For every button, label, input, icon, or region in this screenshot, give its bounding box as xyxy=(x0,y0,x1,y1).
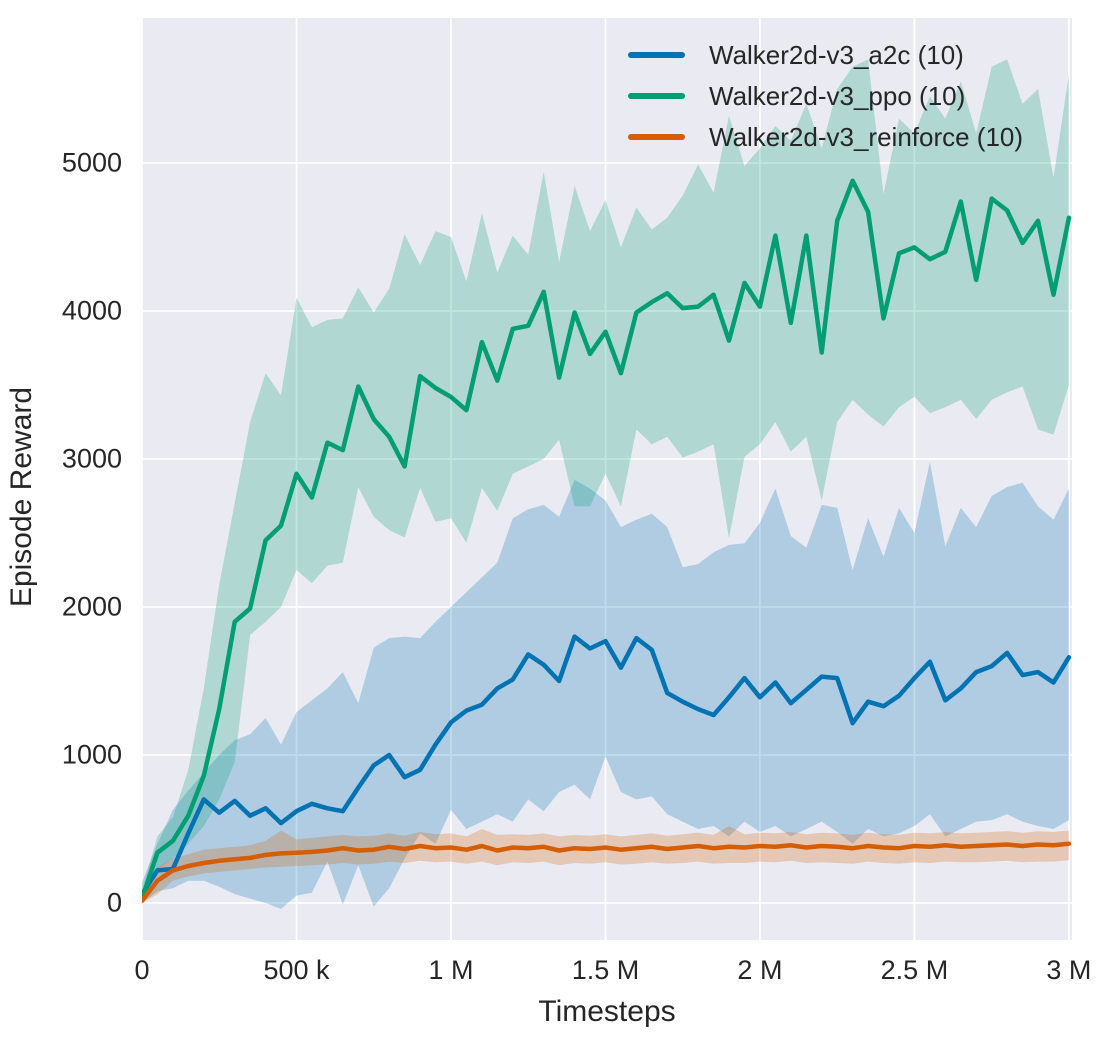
x-tick-label: 2.5 M xyxy=(880,955,949,985)
confidence-band-ppo xyxy=(142,59,1069,903)
legend-line-swatch-reinforce xyxy=(628,133,685,140)
x-tick-label: 0 xyxy=(134,955,150,985)
legend-item-ppo: Walker2d-v3_ppo (10) xyxy=(628,75,1023,116)
legend: Walker2d-v3_a2c (10) Walker2d-v3_ppo (10)… xyxy=(628,34,1023,157)
legend-item-reinforce: Walker2d-v3_reinforce (10) xyxy=(628,116,1023,157)
legend-label: Walker2d-v3_a2c (10) xyxy=(709,39,964,70)
x-tick-label: 3 M xyxy=(1046,955,1092,985)
legend-line-swatch-a2c xyxy=(628,51,685,58)
legend-item-a2c: Walker2d-v3_a2c (10) xyxy=(628,34,1023,75)
x-tick-label: 1 M xyxy=(428,955,474,985)
x-tick-label: 2 M xyxy=(737,955,783,985)
y-tick-label: 5000 xyxy=(61,147,122,178)
y-tick-label: 0 xyxy=(106,887,122,918)
y-axis-label: Episode Reward xyxy=(5,386,38,608)
mean-line-reinforce xyxy=(142,841,1072,904)
x-tick-label: 500 k xyxy=(263,955,330,985)
confidence-band-a2c xyxy=(142,462,1069,909)
legend-label: Walker2d-v3_reinforce (10) xyxy=(709,121,1024,152)
legend-label: Walker2d-v3_ppo (10) xyxy=(709,80,966,111)
x-tick-label: 1.5 M xyxy=(571,955,640,985)
y-tick-label: 2000 xyxy=(61,591,122,622)
legend-line-swatch-ppo xyxy=(628,92,685,99)
y-tick-label: 3000 xyxy=(61,443,122,474)
y-tick-label: 4000 xyxy=(61,295,122,326)
y-tick-label: 1000 xyxy=(61,739,122,770)
mean-line-a2c xyxy=(142,634,1072,897)
x-axis-label: Timesteps xyxy=(538,995,676,1028)
mean-line-ppo xyxy=(142,178,1072,901)
